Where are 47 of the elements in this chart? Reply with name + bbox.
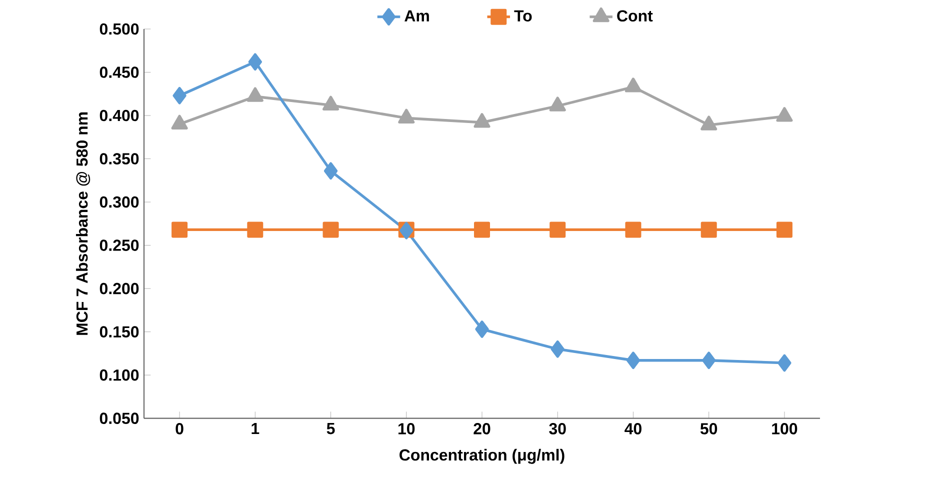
y-tick-label: 0.300 [100,196,139,208]
point [702,352,716,370]
x-tick-label: 30 [549,423,566,434]
x-tick-label: 10 [398,423,415,434]
point [322,96,340,110]
y-tick-label: 0.200 [100,282,139,294]
point [475,320,489,338]
point [550,340,564,358]
legend-label: Am [404,10,429,22]
point [624,78,642,92]
point [700,222,717,238]
point [625,222,642,238]
legend-label: To [514,10,532,22]
point [776,107,793,122]
point [549,96,566,112]
point [247,222,264,238]
x-tick-label: 40 [624,423,642,434]
x-tick-label: 5 [326,423,335,434]
point [626,352,640,370]
y-tick-label: 0.450 [100,66,139,78]
point [778,354,792,372]
point [171,114,188,130]
point [322,222,339,238]
point [246,87,264,102]
x-axis-title: Concentration (μg/ml) [400,448,564,464]
x-tick-label: 100 [772,423,798,434]
x-tick-label: 20 [474,423,490,434]
x-tick-label: 0 [176,423,184,434]
y-axis-title: MCF 7 Absorbance @ 580 nm [76,112,90,335]
y-tick-label: 0.400 [100,110,139,122]
legend-label: Cont [617,10,653,22]
point [474,222,490,238]
y-tick-label: 0.500 [100,23,139,35]
point [398,108,415,124]
y-tick-label: 0.350 [100,153,139,164]
point [324,162,338,180]
y-tick-label: 0.150 [100,326,139,338]
x-tick-label: 1 [252,423,260,434]
point [550,222,566,238]
point [172,222,188,238]
y-tick-label: 0.100 [100,369,139,381]
y-tick-label: 0.050 [100,412,139,424]
point [700,116,718,130]
y-tick-label: 0.250 [100,240,139,251]
x-tick-label: 50 [700,423,718,434]
point [776,222,792,238]
point [474,113,490,128]
